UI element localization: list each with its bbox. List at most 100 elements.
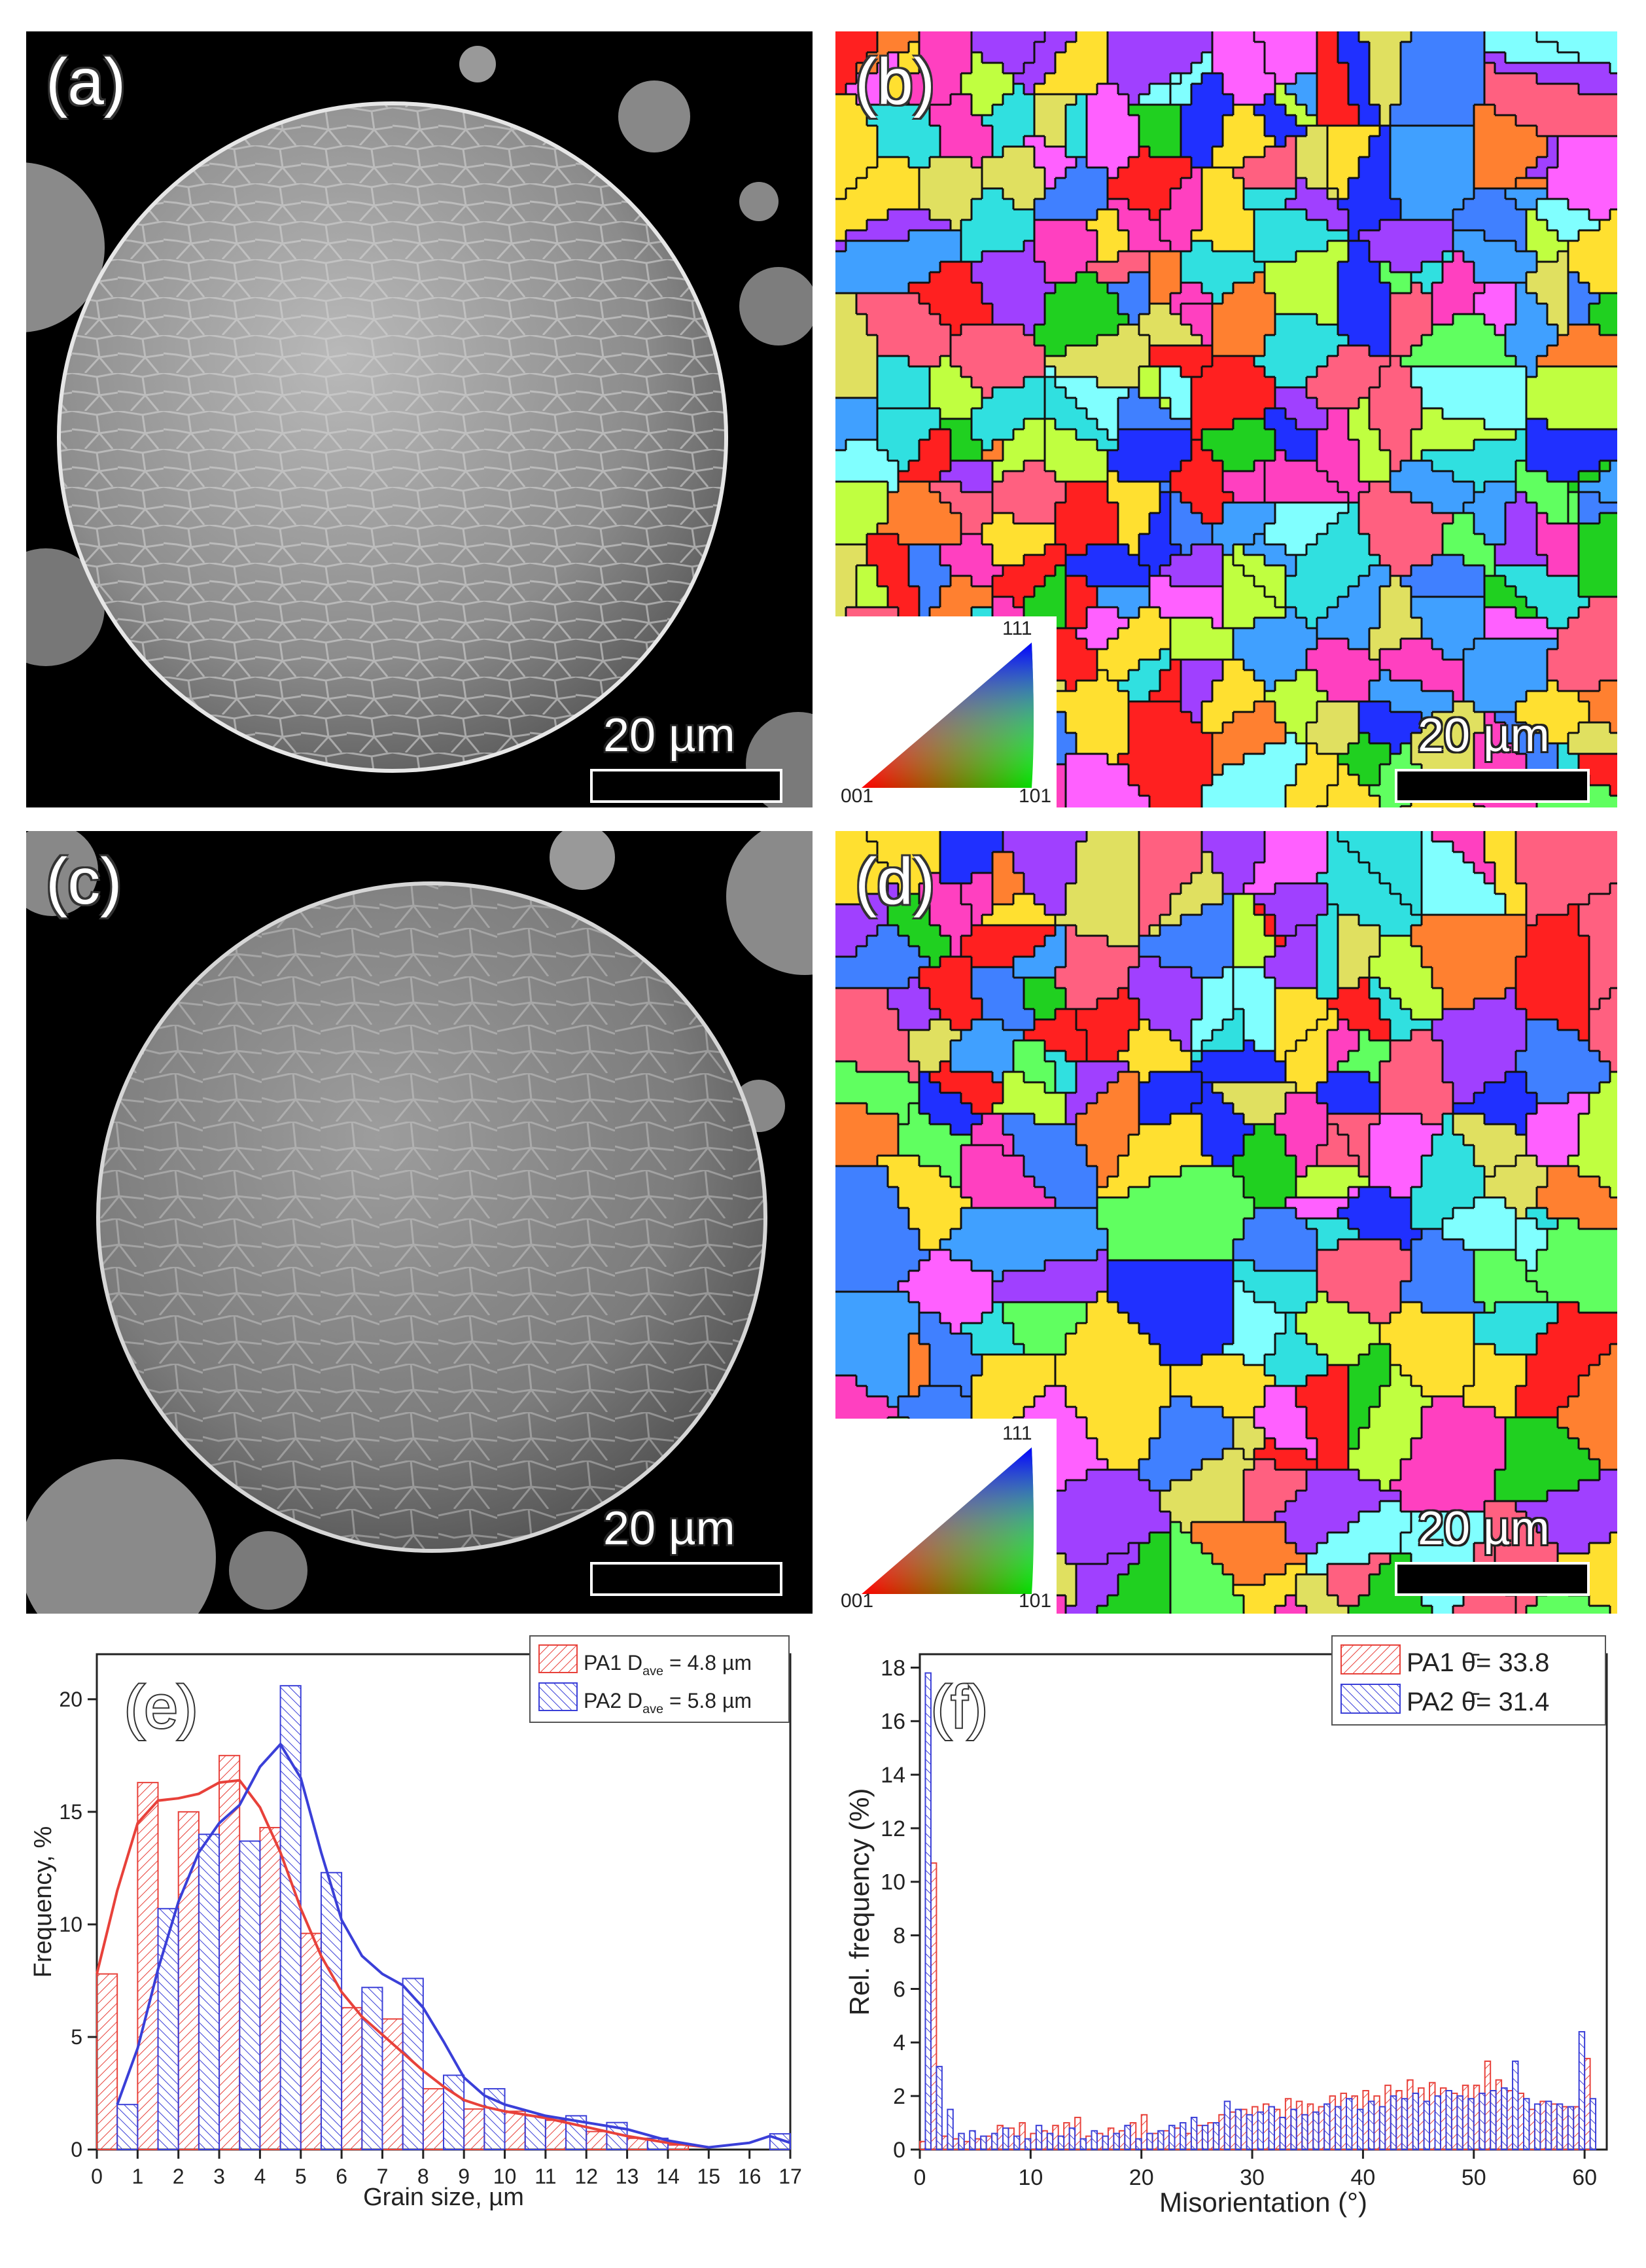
bar-pa1 [1506,2089,1514,2151]
panel-label-c: (c) [46,845,122,918]
ipf-key-label-001: 001 [841,1590,874,1612]
bar-pa1 [1118,2130,1126,2150]
legend-swatch-pa2 [538,1682,578,1711]
bar-pa1 [1030,2133,1037,2151]
bar-pa2 [1268,2106,1275,2150]
bar-pa1 [1362,2089,1369,2151]
x-tick-label: 60 [1572,2165,1597,2190]
bar-pa2 [361,1987,383,2150]
bar-pa2 [1290,2108,1297,2151]
y-tick-label: 20 [59,1688,82,1711]
y-tick-label: 15 [59,1800,82,1824]
legend: PA1 θ̄= 33.8 PA2 θ̄= 31.4 [1331,1635,1606,1726]
bar-pa2 [1113,2133,1120,2151]
bar-pa1 [586,2131,608,2150]
fit-curve-pa2 [116,1742,791,2149]
bar-pa1 [1107,2127,1115,2151]
x-tick-label: 30 [1240,2165,1265,2190]
sem-powder-particle-a [26,46,813,807]
bar-pa1 [1295,2100,1303,2150]
y-tick-label: 8 [893,1924,905,1949]
ipf-triangle-b [862,643,1034,788]
legend-entry-pa1: PA1 θ̄= 33.8 [1407,1648,1549,1677]
ipf-key-b: 111 001 101 [835,616,1057,807]
bar-pa2 [1578,2030,1586,2151]
bar-pa2 [1057,2135,1065,2150]
bar-pa1 [1052,2125,1059,2150]
legend-swatch-pa2 [1340,1684,1401,1714]
bar-pa2 [1434,2095,1441,2151]
bar-pa2 [924,1672,932,2150]
bar-pa2 [402,1977,424,2150]
bar-pa2 [1279,2116,1286,2150]
x-tick-label: 9 [458,2165,470,2188]
x-tick-label: 40 [1351,2165,1376,2190]
x-tick-label: 7 [377,2165,389,2188]
bar-pa1 [1207,2122,1214,2150]
scale-bar-label-d: 20 µm [1418,1502,1550,1555]
ebsd-grain-map-b [835,31,1617,807]
bar-pa1 [1450,2093,1458,2150]
bar-pa1 [1263,2103,1270,2151]
bar-pa1 [1085,2135,1093,2150]
bar-pa2 [1356,2108,1364,2151]
bar-pa2 [116,2104,139,2151]
scale-bar-b [1395,769,1590,803]
bar-pa1 [1185,2133,1192,2151]
bar-pa2 [1024,2138,1032,2151]
y-tick-label: 0 [71,2138,82,2161]
legend-entry-pa1: PA1 Dave = 4.8 µm [584,1651,752,1678]
bar-pa2 [157,1907,179,2150]
ipf-triangle-d [862,1447,1034,1594]
bar-pa2 [1124,2125,1131,2150]
panel-label: (e) [124,1674,198,1741]
scale-bar-label-a: 20 µm [603,709,735,762]
x-tick-label: 17 [779,2165,802,2188]
x-tick-label: 0 [914,2165,926,2190]
y-tick-label: 0 [893,2138,905,2163]
grain-size-histogram-e: 0 1 2 3 4 5 6 7 8 9 10 11 12 13 14 15 16 1705101520Grain … [29,1635,802,2211]
x-tick-label: 4 [254,2165,266,2188]
bar-pa2 [1035,2125,1043,2150]
bar-pa2 [936,2066,943,2151]
y-tick-label: 10 [59,1913,82,1936]
x-tick-label: 0 [91,2165,103,2188]
bar-pa1 [1418,2087,1425,2150]
bar-pa2 [1234,2108,1242,2151]
bar-pa1 [1252,2106,1259,2150]
bar-pa2 [1456,2095,1463,2151]
bar-pa1 [963,2140,971,2150]
bar-pa1 [177,1811,200,2150]
y-tick-label: 16 [881,1709,905,1734]
bar-pa2 [1479,2093,1486,2150]
ipf-key-label-111: 111 [1002,618,1032,639]
bar-pa2 [1179,2122,1187,2150]
bar-pa2 [1168,2125,1176,2150]
bar-pa1 [1318,2106,1325,2150]
bar-pa1 [1462,2084,1469,2151]
bar-pa1 [1429,2082,1436,2150]
bar-pa1 [341,2007,363,2150]
bar-pa2 [1002,2127,1009,2151]
bar-pa1 [1484,2060,1492,2151]
x-tick-label: 11 [534,2165,556,2188]
x-tick-label: 2 [173,2165,184,2188]
bar-pa1 [422,2088,445,2151]
x-tick-label: 3 [213,2165,225,2188]
bar-pa2 [1257,2111,1265,2150]
x-tick-label: 15 [697,2165,720,2188]
sem-powder-particle-c [26,831,813,1614]
bar-pa1 [1129,2122,1137,2150]
bar-pa1 [1373,2095,1380,2151]
bar-pa1 [1473,2084,1480,2151]
bar-pa2 [1301,2114,1308,2151]
ebsd-map-b: 111 001 101 (b) 20 µm [835,31,1617,807]
bar-pa1 [1229,2111,1236,2150]
bar-pa1 [463,2108,485,2151]
bar-pa2 [1556,2103,1564,2151]
bar-pa1 [974,2138,982,2151]
bar-pa2 [1212,2122,1220,2150]
bar-pa2 [1046,2133,1054,2151]
bar-pa2 [1068,2127,1076,2151]
bar-pa2 [1412,2093,1420,2150]
